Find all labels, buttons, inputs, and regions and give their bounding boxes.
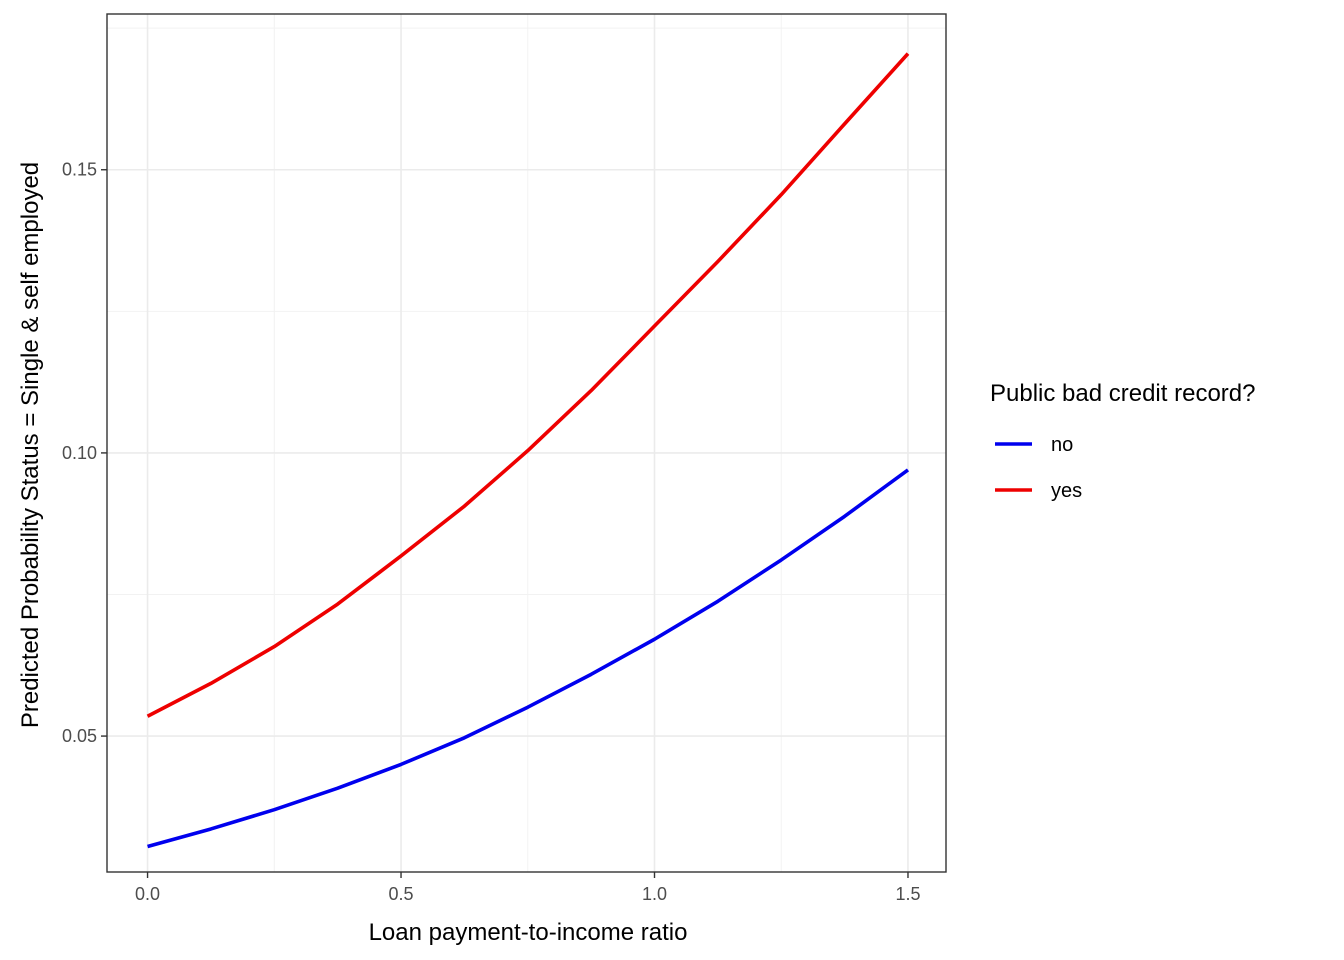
x-tick-label: 0.5: [389, 884, 414, 904]
grid-lines: [107, 14, 946, 872]
legend-label-yes: yes: [1051, 480, 1082, 502]
y-axis-title: Predicted Probability Status = Single & …: [17, 162, 44, 728]
y-tick-label: 0.05: [62, 726, 97, 746]
legend: Public bad credit record? no yes: [990, 380, 1255, 502]
series-line-no: [147, 468, 910, 849]
plot-panel: [107, 14, 946, 872]
x-tick-label: 0.0: [135, 884, 160, 904]
axes: 0.0 0.5 1.0 1.5 0.05 0.10 0.15: [62, 13, 947, 904]
y-tick-label: 0.15: [62, 160, 97, 180]
series-lines: [146, 52, 910, 849]
panel-border: [106, 13, 947, 873]
x-tick-label: 1.5: [895, 884, 920, 904]
legend-label-no: no: [1051, 434, 1073, 456]
series-line-yes: [146, 52, 910, 718]
legend-title: Public bad credit record?: [990, 380, 1255, 407]
panel-background: [107, 14, 946, 872]
x-tick-label: 1.0: [642, 884, 667, 904]
x-axis-title: Loan payment-to-income ratio: [369, 919, 688, 946]
y-tick-label: 0.10: [62, 443, 97, 463]
